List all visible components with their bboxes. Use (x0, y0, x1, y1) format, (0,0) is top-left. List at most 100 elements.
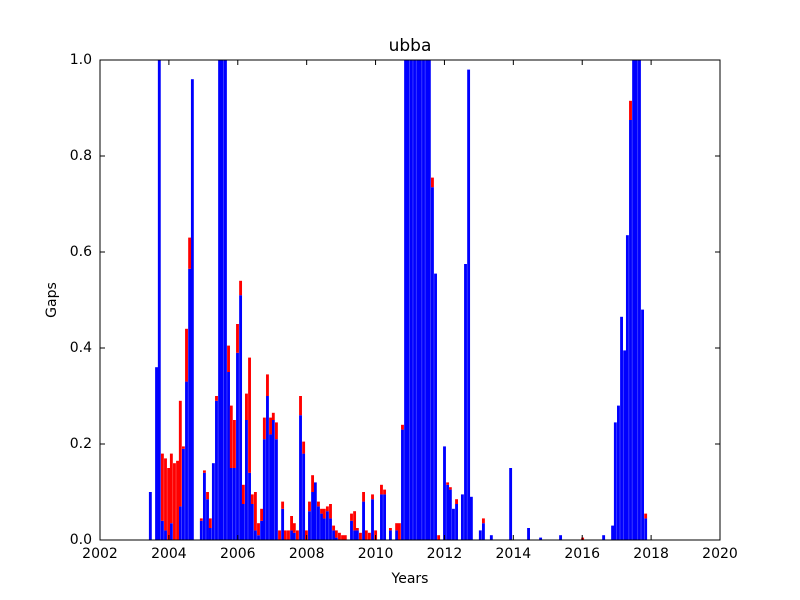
bar-segment (311, 475, 315, 492)
chart-title: ubba (389, 36, 432, 56)
bar-segment (329, 518, 332, 540)
bar-segment (469, 496, 473, 540)
bar-segment (292, 532, 296, 540)
bar-segment (164, 458, 167, 531)
bar-segment (632, 60, 636, 540)
bar-segment (431, 187, 434, 540)
bar-segment (262, 417, 266, 440)
bar-segment (290, 516, 294, 531)
bar-segment (245, 393, 248, 420)
bar-segment (227, 345, 230, 372)
bar-segment (332, 525, 336, 531)
bar-segment (425, 60, 429, 540)
bar-segment (644, 518, 648, 540)
x-tick-label: 2012 (427, 546, 463, 562)
bar-segment (260, 508, 264, 521)
bar-segment (308, 511, 311, 540)
bar-segment (248, 357, 251, 473)
bar-segment (281, 501, 285, 509)
bar-segment (418, 60, 422, 540)
bar-segment (283, 530, 287, 540)
bar-segment (371, 499, 374, 540)
bar-segment (257, 523, 260, 536)
bar-segment (625, 235, 629, 540)
bar-segment (241, 484, 245, 504)
bar-segment (332, 530, 336, 540)
bar-segment (236, 352, 239, 540)
y-tick-label: 1.0 (70, 52, 92, 68)
bar-segment (239, 280, 243, 296)
bar-segment (641, 309, 644, 540)
bar-segment (320, 513, 323, 540)
bar-segment (178, 400, 182, 507)
bar-segment (160, 453, 164, 521)
bar-segment (224, 60, 227, 540)
bar-segment (317, 506, 320, 540)
bar-segment (250, 494, 254, 504)
bar-segment (448, 489, 452, 540)
bar-segment (446, 484, 450, 540)
y-tick-label: 0.6 (70, 244, 92, 260)
x-tick-label: 2006 (220, 546, 256, 562)
bar-segment (350, 513, 353, 521)
bar-segment (253, 492, 257, 531)
bar-segment (355, 528, 359, 531)
bar-segment (371, 494, 374, 500)
x-tick-label: 2004 (151, 546, 187, 562)
bar-segment (269, 434, 272, 540)
bar-segment (410, 60, 413, 540)
bar-segment (185, 328, 188, 382)
bar-segment (629, 100, 632, 120)
bar-segment (281, 508, 285, 540)
bar-segment (148, 492, 152, 540)
y-tick-label: 0.8 (70, 148, 92, 164)
bar-segment (364, 530, 368, 540)
bar-segment (623, 350, 627, 540)
bar-segment (190, 79, 194, 540)
bar-segment (359, 532, 362, 540)
bar-segment (448, 487, 452, 490)
x-tick-label: 2014 (496, 546, 532, 562)
bar-segment (395, 530, 399, 540)
bar-segment (481, 518, 485, 524)
bar-segment (613, 422, 617, 540)
bar-segment (629, 120, 632, 540)
bar-segment (215, 396, 218, 401)
bar-segment (215, 400, 218, 540)
bar-segment (329, 504, 332, 519)
bar-segment (176, 460, 179, 540)
bar-segment (322, 518, 326, 540)
bar-segment (250, 504, 254, 540)
x-tick-label: 2002 (82, 546, 118, 562)
bar-segment (401, 424, 404, 430)
bar-segment (481, 523, 485, 540)
x-tick-label: 2008 (289, 546, 325, 562)
bar-segment (460, 494, 464, 540)
bar-segment (199, 518, 203, 521)
bar-segment (208, 518, 212, 528)
bar-segment (271, 420, 275, 540)
bar-segment (169, 453, 173, 524)
bar-segment (160, 520, 164, 540)
bar-segment (388, 530, 392, 540)
bar-segment (269, 417, 272, 435)
bar-segment (611, 525, 615, 540)
x-axis-label: Years (391, 571, 429, 587)
bar-segment (260, 520, 264, 540)
bar-segment (253, 530, 257, 540)
bar-segment (355, 530, 359, 540)
bar-segment (311, 492, 315, 540)
bar-segment (292, 523, 296, 533)
bar-segment (527, 528, 530, 540)
bar-segment (239, 295, 243, 540)
bar-segment (167, 468, 171, 540)
x-tick-label: 2016 (564, 546, 600, 562)
bar-segment (188, 268, 192, 540)
bar-segment (634, 60, 638, 540)
bar-segment (245, 420, 248, 540)
bar-segment (489, 535, 493, 540)
bar-segment (202, 470, 206, 473)
bar-segment (199, 520, 203, 540)
bar-segment (173, 463, 176, 540)
bar-segment (401, 429, 404, 540)
